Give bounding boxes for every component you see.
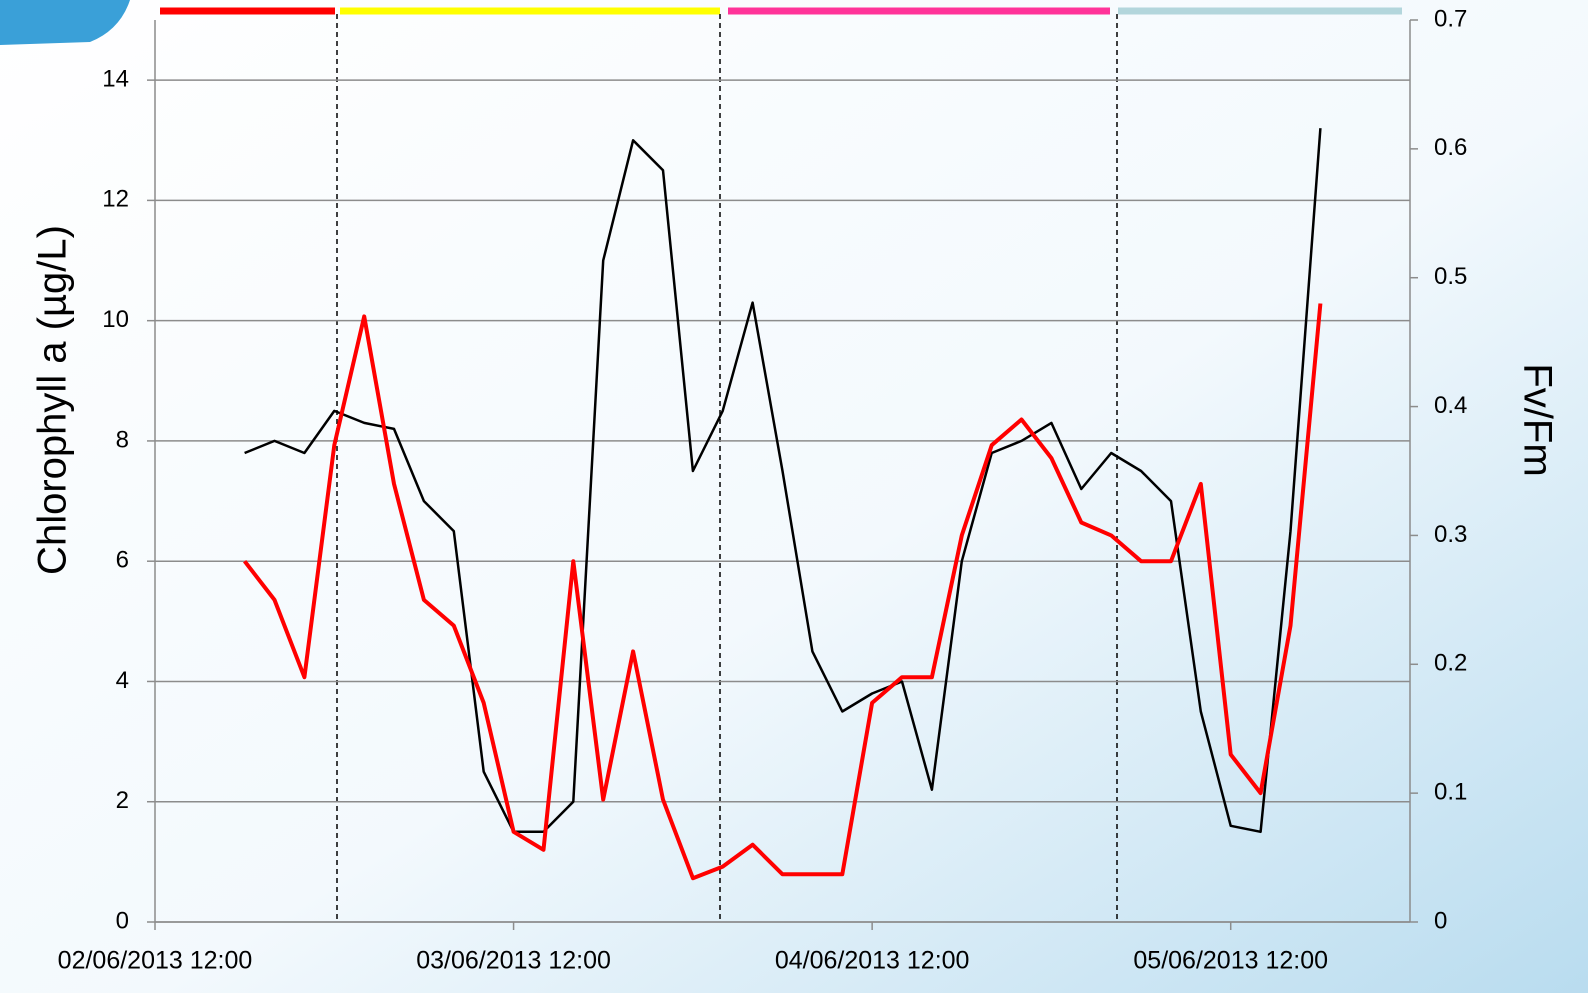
logo-image bbox=[0, 0, 130, 45]
y2-tick-label: 0.1 bbox=[1434, 778, 1467, 805]
y2-tick-label: 0 bbox=[1434, 907, 1447, 934]
y2-axis-title: Fv/Fm bbox=[1515, 363, 1559, 476]
y2-tick-label: 0.3 bbox=[1434, 521, 1467, 548]
y2-tick-label: 0.4 bbox=[1434, 392, 1467, 419]
y2-tick-label: 0.2 bbox=[1434, 650, 1467, 677]
y-axis-title: Chlorophyll a (µg/L) bbox=[31, 225, 75, 575]
x-tick-label: 04/06/2013 12:00 bbox=[775, 947, 970, 975]
y-tick-label: 2 bbox=[116, 787, 129, 814]
y-tick-label: 8 bbox=[116, 426, 129, 453]
y-tick-label: 4 bbox=[116, 667, 129, 694]
y-tick-label: 0 bbox=[116, 907, 129, 934]
y-tick-label: 10 bbox=[102, 306, 129, 333]
x-tick-label: 05/06/2013 12:00 bbox=[1133, 947, 1328, 975]
y-tick-label: 6 bbox=[116, 547, 129, 574]
y-tick-label: 12 bbox=[102, 186, 129, 213]
x-tick-label: 02/06/2013 12:00 bbox=[58, 947, 253, 975]
y2-tick-label: 0.7 bbox=[1434, 5, 1467, 32]
y-tick-label: 14 bbox=[102, 65, 129, 92]
series-line bbox=[243, 303, 1323, 881]
y2-tick-label: 0.5 bbox=[1434, 263, 1467, 290]
x-tick-label: 03/06/2013 12:00 bbox=[416, 947, 611, 975]
y2-tick-label: 0.6 bbox=[1434, 134, 1467, 161]
series-line bbox=[244, 128, 1322, 834]
